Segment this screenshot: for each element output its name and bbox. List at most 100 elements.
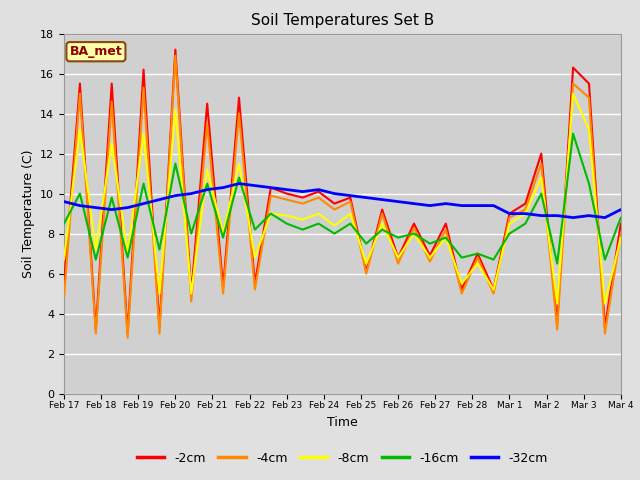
-8cm [140,131,147,136]
-4cm [601,331,609,336]
-16cm [490,257,497,263]
-8cm [267,211,275,216]
-16cm [283,221,291,227]
-16cm [617,215,625,220]
-8cm [92,247,100,252]
-4cm [585,95,593,100]
Text: BA_met: BA_met [70,45,122,58]
-32cm [172,192,179,199]
Legend: -2cm, -4cm, -8cm, -16cm, -32cm: -2cm, -4cm, -8cm, -16cm, -32cm [132,447,553,469]
-16cm [315,221,323,227]
-4cm [474,255,481,261]
-4cm [140,84,147,90]
-32cm [188,191,195,196]
-2cm [92,327,100,333]
-4cm [410,225,418,230]
-16cm [410,231,418,237]
-8cm [569,91,577,96]
-32cm [474,203,481,208]
-4cm [554,327,561,333]
-32cm [362,195,370,201]
-4cm [156,331,163,336]
-8cm [156,291,163,297]
-2cm [458,287,465,292]
-16cm [442,235,450,240]
-4cm [267,192,275,199]
-2cm [617,221,625,227]
-16cm [188,231,195,237]
-8cm [60,257,68,263]
-2cm [331,201,339,206]
-32cm [426,203,434,208]
-32cm [204,187,211,192]
-8cm [426,255,434,261]
-2cm [156,324,163,330]
-16cm [220,235,227,240]
-32cm [124,204,131,210]
-4cm [617,231,625,237]
-2cm [235,95,243,100]
-8cm [601,300,609,306]
-16cm [346,221,354,227]
-8cm [506,221,513,227]
-2cm [108,81,116,86]
-8cm [410,231,418,237]
-16cm [585,180,593,186]
-16cm [362,240,370,247]
-2cm [601,324,609,330]
-32cm [140,201,147,206]
-8cm [585,127,593,132]
-4cm [346,199,354,204]
-32cm [299,189,307,194]
-4cm [299,201,307,206]
-4cm [283,197,291,203]
-8cm [299,216,307,222]
-8cm [538,175,545,180]
-32cm [76,203,84,208]
X-axis label: Time: Time [327,416,358,429]
-8cm [346,211,354,216]
-2cm [346,195,354,201]
-2cm [172,47,179,52]
-2cm [569,65,577,71]
-16cm [474,251,481,256]
-16cm [204,180,211,186]
-2cm [426,252,434,258]
-8cm [124,251,131,256]
-16cm [458,255,465,261]
-16cm [267,211,275,216]
-4cm [76,91,84,96]
-32cm [315,187,323,192]
-2cm [60,281,68,287]
-4cm [569,81,577,86]
-32cm [378,197,386,203]
-8cm [617,235,625,240]
-4cm [426,259,434,264]
-4cm [331,207,339,213]
-4cm [394,261,402,266]
-16cm [331,231,339,237]
-16cm [394,235,402,240]
-4cm [108,99,116,105]
-32cm [601,215,609,220]
-2cm [410,221,418,227]
-16cm [522,221,529,227]
-2cm [442,221,450,227]
-2cm [267,185,275,191]
-2cm [378,207,386,213]
-16cm [156,247,163,252]
-2cm [251,281,259,287]
-2cm [188,291,195,297]
-2cm [394,255,402,261]
-2cm [522,201,529,206]
-2cm [554,321,561,326]
-8cm [331,223,339,228]
-32cm [346,192,354,199]
-32cm [617,207,625,213]
-8cm [76,127,84,132]
-32cm [410,201,418,206]
-16cm [140,180,147,186]
-4cm [315,195,323,201]
-16cm [601,257,609,263]
-2cm [538,151,545,156]
